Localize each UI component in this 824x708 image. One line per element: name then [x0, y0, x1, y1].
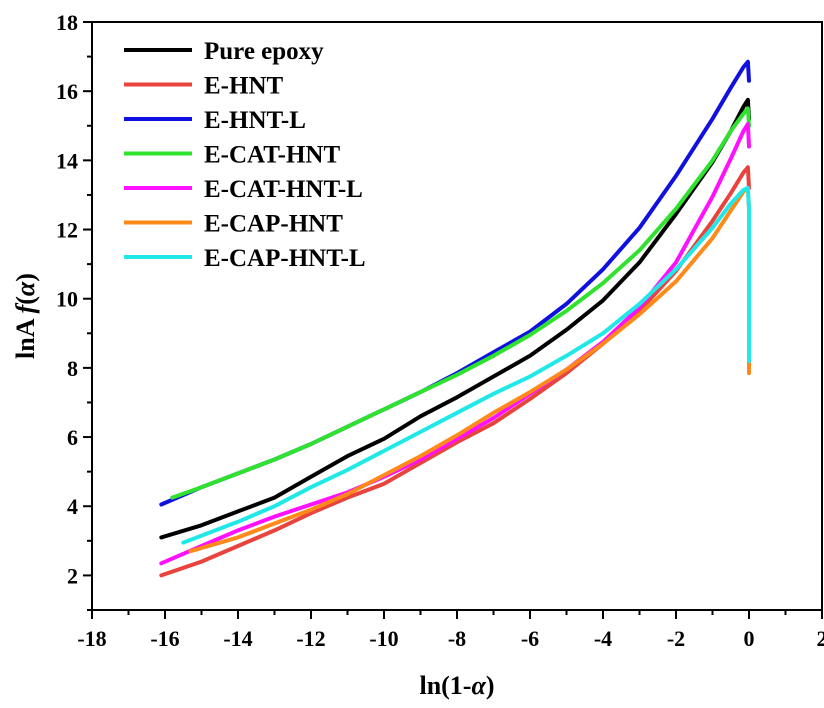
legend-label: E-HNT — [204, 73, 284, 100]
y-tick-label: 18 — [56, 10, 78, 35]
y-tick-label: 14 — [56, 148, 78, 173]
legend: Pure epoxy E-HNT E-HNT-L E-CAT-HNT E-CAT-HNT… — [124, 38, 366, 272]
legend-label: E-CAP-HNT — [204, 211, 343, 238]
legend-label: E-CAT-HNT-L — [204, 176, 363, 203]
series-line-7 — [181, 186, 751, 545]
x-tick-label: -18 — [77, 626, 106, 651]
x-axis-title: ln(1-α) — [419, 671, 494, 700]
series-line-4 — [170, 106, 751, 500]
y-tick-label: 4 — [67, 494, 78, 519]
y-tick-label: 16 — [56, 79, 78, 104]
y-tick-label: 12 — [56, 218, 78, 243]
y-tick-label: 6 — [67, 425, 78, 450]
legend-label: E-CAP-HNT-L — [204, 245, 366, 272]
plot-frame — [91, 21, 823, 611]
y-tick-label: 10 — [56, 287, 78, 312]
x-tick-label: -12 — [296, 626, 325, 651]
x-tick-label: 2 — [817, 626, 824, 651]
x-tick-label: 0 — [744, 626, 755, 651]
x-tick-label: -4 — [594, 626, 612, 651]
x-tick-label: -8 — [448, 626, 466, 651]
x-tick-label: -2 — [667, 626, 685, 651]
legend-label: Pure epoxy — [204, 38, 324, 65]
y-tick-label: 2 — [67, 563, 78, 588]
x-tick-label: -16 — [150, 626, 179, 651]
y-axis-title: lnA f(α) — [11, 273, 40, 359]
axis-ticks: -18 -16 -14 -12 -10 -8 -6 -4 -2 0 2 2 4 6 8 10 12 14 16 18 — [56, 10, 824, 651]
x-tick-label: -10 — [369, 626, 398, 651]
series-lines — [159, 59, 751, 578]
x-tick-label: -6 — [521, 626, 539, 651]
legend-label: E-HNT-L — [204, 107, 306, 134]
y-tick-label: 8 — [67, 356, 78, 381]
series-line-5 — [159, 122, 751, 566]
legend-label: E-CAT-HNT — [204, 142, 340, 169]
series-line-2 — [159, 165, 751, 578]
x-tick-label: -14 — [223, 626, 252, 651]
